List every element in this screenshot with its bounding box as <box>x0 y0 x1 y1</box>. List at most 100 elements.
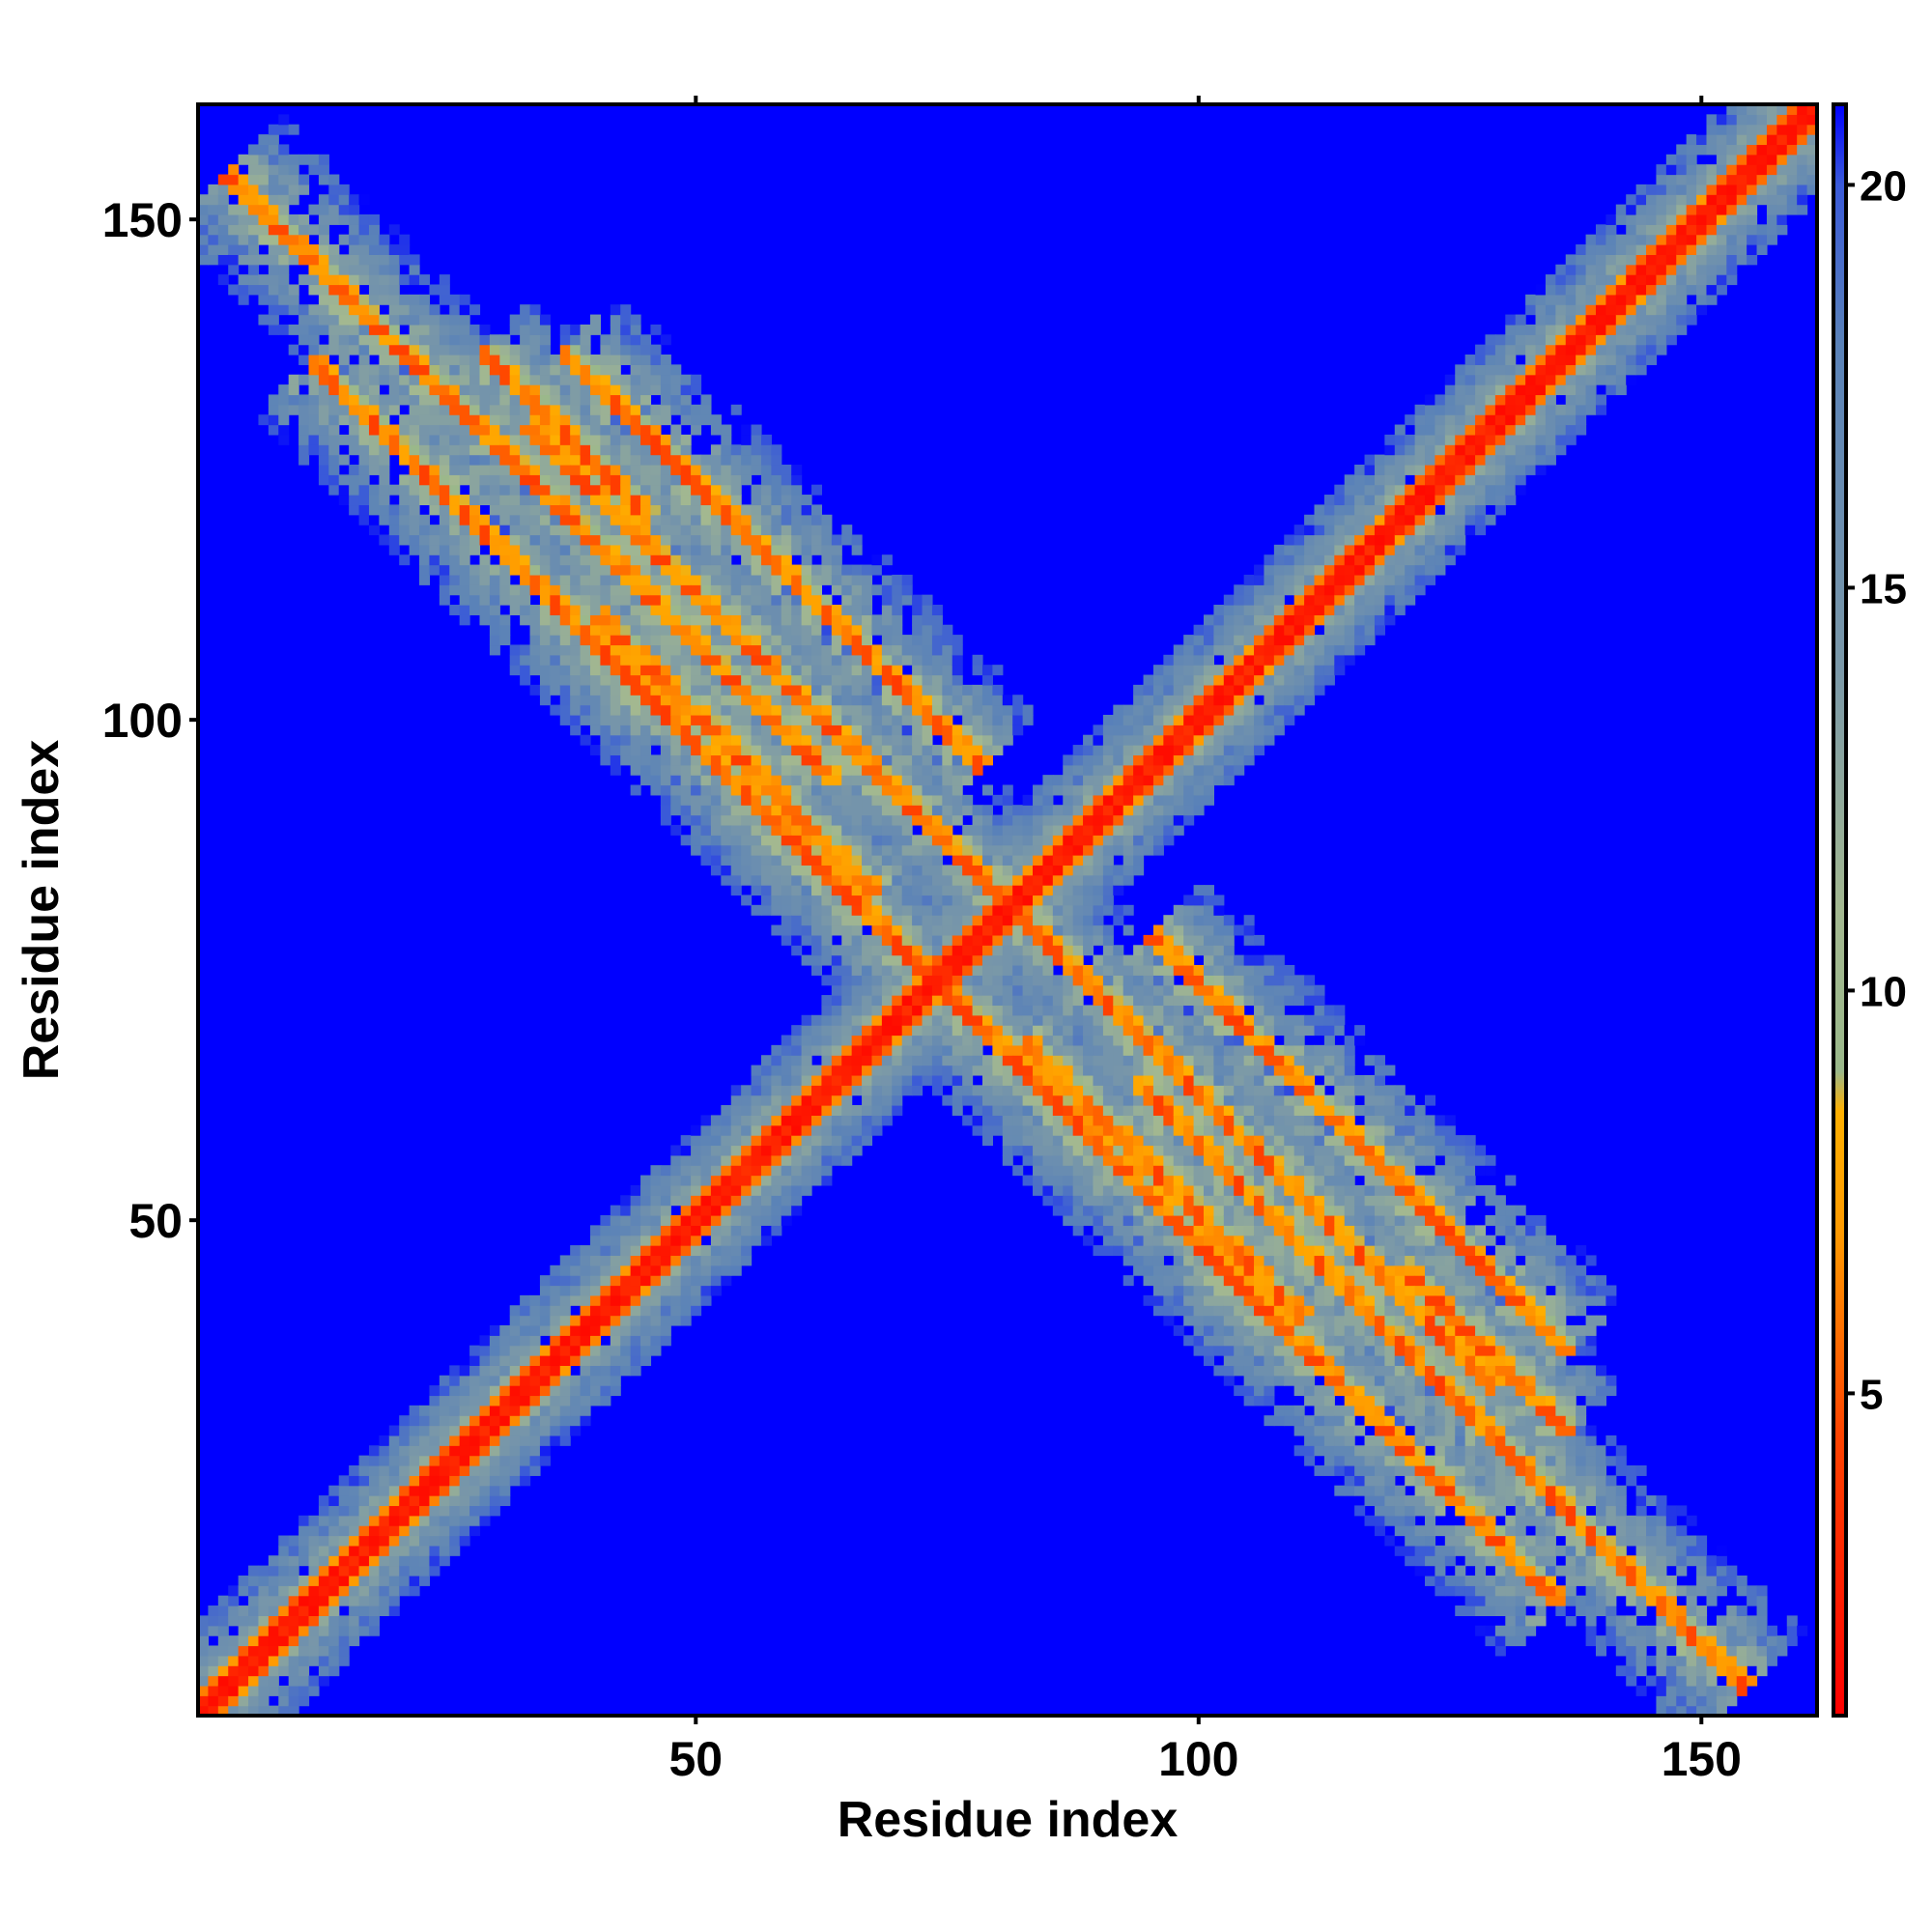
heatmap-cell <box>1083 984 1094 996</box>
heatmap-cell <box>278 1665 290 1677</box>
heatmap-cell <box>610 384 621 396</box>
heatmap-cell <box>1072 1124 1084 1136</box>
heatmap-cell <box>358 384 370 396</box>
heatmap-cell <box>751 624 762 636</box>
heatmap-cell <box>741 584 753 596</box>
heatmap-cell <box>730 654 742 666</box>
heatmap-cell <box>1052 1184 1064 1196</box>
heatmap-cell <box>268 394 279 406</box>
heatmap-cell <box>841 904 853 916</box>
heatmap-cell <box>1173 1285 1184 1296</box>
heatmap-cell <box>710 1245 722 1257</box>
heatmap-cell <box>368 374 380 385</box>
heatmap-cell <box>489 1345 500 1356</box>
heatmap-cell <box>1133 814 1145 826</box>
heatmap-cell <box>459 1375 470 1386</box>
heatmap-cell <box>962 764 974 776</box>
heatmap-cell <box>1133 1195 1145 1207</box>
heatmap-cell <box>1002 874 1013 886</box>
heatmap-cell <box>730 1145 742 1156</box>
heatmap-cell <box>640 1355 652 1366</box>
heatmap-cell <box>308 204 320 215</box>
heatmap-cell <box>1002 1094 1013 1106</box>
heatmap-cell <box>881 904 893 916</box>
heatmap-cell <box>539 1305 551 1317</box>
heatmap-cell <box>258 1635 270 1647</box>
heatmap-cell <box>278 164 290 176</box>
heatmap-cell <box>841 975 853 986</box>
heatmap-cell <box>771 1115 782 1126</box>
heatmap-cell <box>338 384 350 396</box>
heatmap-cell <box>721 1205 732 1216</box>
heatmap-cell <box>1002 1105 1013 1116</box>
heatmap-cell <box>610 344 621 355</box>
heatmap-cell <box>1002 1055 1013 1066</box>
heatmap-cell <box>1163 945 1175 956</box>
heatmap-cell <box>841 784 853 796</box>
heatmap-cell <box>922 1044 933 1056</box>
heatmap-cell <box>459 605 470 615</box>
heatmap-cell <box>892 764 903 776</box>
heatmap-cell <box>660 1255 671 1266</box>
heatmap-cell <box>992 745 1004 756</box>
heatmap-cell <box>1083 895 1094 906</box>
heatmap-cell <box>831 885 842 896</box>
heatmap-cell <box>550 434 561 445</box>
heatmap-cell <box>520 364 531 376</box>
heatmap-cell <box>1042 1044 1054 1056</box>
heatmap-cell <box>680 775 692 786</box>
heatmap-cell <box>760 684 772 696</box>
heatmap-cell <box>539 594 551 606</box>
heatmap-cell <box>308 1605 320 1616</box>
heatmap-cell <box>550 654 561 666</box>
heatmap-cell <box>328 264 340 275</box>
heatmap-cell <box>931 954 943 966</box>
heatmap-cell <box>912 654 923 666</box>
heatmap-cell <box>539 504 551 516</box>
heatmap-cell <box>691 754 702 766</box>
heatmap-cell <box>1072 865 1084 876</box>
heatmap-cell <box>922 754 933 766</box>
heatmap-cell <box>509 594 521 606</box>
heatmap-cell <box>730 1255 742 1266</box>
heatmap-cell <box>881 564 893 576</box>
heatmap-cell <box>1173 1324 1184 1336</box>
heatmap-cell <box>529 484 541 496</box>
heatmap-cell <box>318 174 329 185</box>
heatmap-cell <box>710 454 722 466</box>
heatmap-cell <box>379 364 390 376</box>
heatmap-cell <box>589 584 601 596</box>
heatmap-cell <box>399 1485 411 1496</box>
heatmap-cell <box>489 564 500 576</box>
heatmap-cell <box>630 584 641 596</box>
heatmap-cell <box>298 184 310 195</box>
heatmap-cell <box>379 1605 390 1616</box>
heatmap-cell <box>338 474 350 486</box>
heatmap-cell <box>670 734 682 746</box>
heatmap-cell <box>1133 954 1145 966</box>
heatmap-cell <box>489 1355 500 1366</box>
heatmap-cell <box>399 495 411 506</box>
heatmap-cell <box>228 174 240 185</box>
heatmap-cell <box>1152 1025 1164 1037</box>
heatmap-cell <box>781 745 792 756</box>
heatmap-cell <box>781 605 792 615</box>
heatmap-cell <box>1072 1055 1084 1066</box>
heatmap-cell <box>258 164 270 176</box>
heatmap-cell <box>469 495 481 506</box>
heatmap-cell <box>499 584 511 596</box>
heatmap-cell <box>580 384 591 396</box>
heatmap-cell <box>1143 1245 1154 1257</box>
heatmap-cell <box>550 474 561 486</box>
heatmap-cell <box>580 364 591 376</box>
heatmap-cell <box>570 424 582 436</box>
heatmap-cell <box>1072 844 1084 856</box>
heatmap-cell <box>589 514 601 526</box>
heatmap-cell <box>217 1625 229 1636</box>
heatmap-cell <box>791 1115 803 1126</box>
heatmap-cell <box>610 665 621 676</box>
heatmap-cell <box>710 414 722 426</box>
heatmap-cell <box>650 434 662 445</box>
heatmap-cell <box>529 1305 541 1317</box>
heatmap-cell <box>741 1085 753 1096</box>
